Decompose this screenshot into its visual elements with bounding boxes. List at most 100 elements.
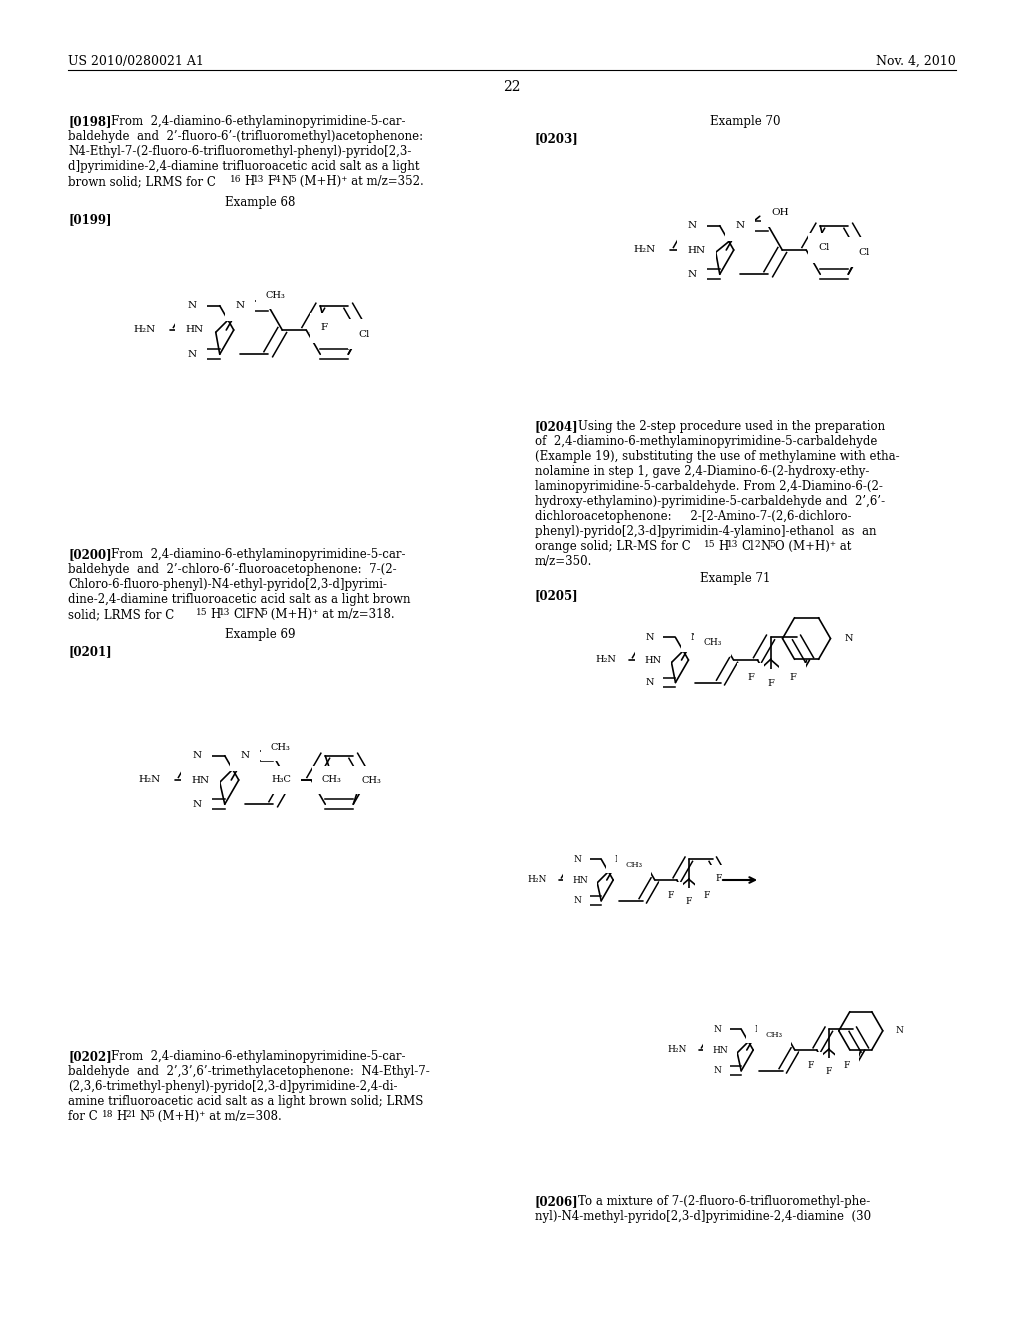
Text: of  2,4-diamino-6-methylaminopyrimidine-5-carbaldehyde: of 2,4-diamino-6-methylaminopyrimidine-5… (535, 436, 878, 447)
Text: H: H (718, 540, 728, 553)
Text: H₂N: H₂N (596, 656, 616, 664)
Text: H₂N: H₂N (527, 875, 547, 884)
Text: [0201]: [0201] (68, 645, 112, 657)
Text: N: N (845, 634, 853, 643)
Text: N: N (645, 678, 653, 686)
Text: HN: HN (644, 656, 662, 665)
Text: N: N (735, 222, 744, 230)
Text: [0205]: [0205] (535, 589, 579, 602)
Text: 16: 16 (230, 176, 242, 183)
Text: d]pyrimidine-2,4-diamine trifluoroacetic acid salt as a light: d]pyrimidine-2,4-diamine trifluoroacetic… (68, 160, 420, 173)
Text: CH₃: CH₃ (270, 743, 291, 752)
Text: [0202]: [0202] (68, 1049, 112, 1063)
Text: Cl: Cl (741, 540, 754, 553)
Text: N: N (193, 800, 202, 809)
Text: N: N (187, 350, 197, 359)
Text: F: F (686, 896, 692, 906)
Text: 15: 15 (196, 609, 208, 616)
Text: From  2,4-diamino-6-ethylaminopyrimidine-5-car-: From 2,4-diamino-6-ethylaminopyrimidine-… (111, 548, 406, 561)
Text: HN: HN (191, 776, 210, 785)
Text: CH₃: CH₃ (765, 1031, 782, 1039)
Text: (M+H)⁺ at m/z=352.: (M+H)⁺ at m/z=352. (296, 176, 424, 187)
Text: 13: 13 (253, 176, 264, 183)
Text: Example 68: Example 68 (225, 195, 295, 209)
Text: 22: 22 (503, 81, 521, 94)
Text: baldehyde  and  2’-chloro-6’-fluoroacetophenone:  7-(2-: baldehyde and 2’-chloro-6’-fluoroacetoph… (68, 564, 396, 576)
Text: [0204]: [0204] (535, 420, 579, 433)
Text: OH: OH (772, 207, 790, 216)
Text: CH₃: CH₃ (703, 638, 722, 647)
Text: 13: 13 (219, 609, 230, 616)
Text: N: N (187, 301, 197, 310)
Text: baldehyde  and  2’-fluoro-6’-(trifluoromethyl)acetophenone:: baldehyde and 2’-fluoro-6’-(trifluoromet… (68, 129, 423, 143)
Text: Chloro-6-fluoro-phenyl)-N4-ethyl-pyrido[2,3-d]pyrimi-: Chloro-6-fluoro-phenyl)-N4-ethyl-pyrido[… (68, 578, 387, 591)
Text: Cl: Cl (818, 243, 829, 252)
Text: 4: 4 (275, 176, 281, 183)
Text: F: F (790, 673, 796, 682)
Text: N: N (573, 855, 582, 863)
Text: F: F (767, 678, 774, 688)
Text: F: F (808, 1061, 814, 1069)
Text: N: N (755, 1024, 763, 1034)
Text: N: N (687, 269, 696, 279)
Text: F: F (716, 874, 722, 883)
Text: N: N (139, 1110, 150, 1123)
Text: 5: 5 (148, 1110, 154, 1119)
Text: N: N (896, 1026, 903, 1035)
Text: solid; LRMS for C: solid; LRMS for C (68, 609, 174, 620)
Text: orange solid; LR-MS for C: orange solid; LR-MS for C (535, 540, 691, 553)
Text: N: N (281, 176, 291, 187)
Text: F: F (844, 1061, 850, 1069)
Text: N: N (193, 751, 202, 760)
Text: H₂N: H₂N (138, 776, 161, 784)
Text: nyl)-N4-methyl-pyrido[2,3-d]pyrimidine-2,4-diamine  (30: nyl)-N4-methyl-pyrido[2,3-d]pyrimidine-2… (535, 1210, 871, 1224)
Text: From  2,4-diamino-6-ethylaminopyrimidine-5-car-: From 2,4-diamino-6-ethylaminopyrimidine-… (111, 115, 406, 128)
Text: Using the 2-step procedure used in the preparation: Using the 2-step procedure used in the p… (578, 420, 885, 433)
Text: CH₃: CH₃ (266, 290, 286, 300)
Text: 5: 5 (290, 176, 296, 183)
Text: N: N (236, 301, 245, 310)
Text: [0198]: [0198] (68, 115, 112, 128)
Text: US 2010/0280021 A1: US 2010/0280021 A1 (68, 55, 204, 69)
Text: laminopyrimidine-5-carbaldehyde. From 2,4-Diamino-6-(2-: laminopyrimidine-5-carbaldehyde. From 2,… (535, 480, 883, 492)
Text: H: H (116, 1110, 126, 1123)
Text: baldehyde  and  2’,3’,6’-trimethylacetophenone:  N4-Ethyl-7-: baldehyde and 2’,3’,6’-trimethylacetophe… (68, 1065, 430, 1078)
Text: Example 70: Example 70 (710, 115, 780, 128)
Text: brown solid; LRMS for C: brown solid; LRMS for C (68, 176, 216, 187)
Text: 18: 18 (102, 1110, 114, 1119)
Text: Example 69: Example 69 (225, 628, 296, 642)
Text: dichloroacetophenone:     2-[2-Amino-7-(2,6-dichloro-: dichloroacetophenone: 2-[2-Amino-7-(2,6-… (535, 510, 852, 523)
Text: Cl: Cl (858, 248, 869, 257)
Text: for C: for C (68, 1110, 97, 1123)
Text: 15: 15 (705, 540, 716, 549)
Text: F: F (668, 891, 674, 900)
Text: ClFN: ClFN (233, 609, 264, 620)
Text: F: F (321, 323, 328, 333)
Text: nolamine in step 1, gave 2,4-Diamino-6-(2-hydroxy-ethy-: nolamine in step 1, gave 2,4-Diamino-6-(… (535, 465, 869, 478)
Text: Nov. 4, 2010: Nov. 4, 2010 (877, 55, 956, 69)
Text: N: N (714, 1024, 721, 1034)
Text: N: N (614, 855, 623, 863)
Text: O (M+H)⁺ at: O (M+H)⁺ at (775, 540, 851, 553)
Text: m/z=350.: m/z=350. (535, 554, 592, 568)
Text: N: N (690, 634, 698, 642)
Text: HN: HN (185, 325, 204, 334)
Text: hydroxy-ethylamino)-pyrimidine-5-carbaldehyde and  2’,6’-: hydroxy-ethylamino)-pyrimidine-5-carbald… (535, 495, 885, 508)
Text: HN: HN (688, 246, 706, 255)
Text: 21: 21 (125, 1110, 136, 1119)
Text: F: F (748, 673, 754, 682)
Text: H₂N: H₂N (668, 1045, 687, 1055)
Text: 2: 2 (754, 540, 760, 549)
Text: HN: HN (572, 876, 588, 886)
Text: Example 71: Example 71 (700, 572, 770, 585)
Text: Cl: Cl (358, 330, 370, 339)
Text: N: N (241, 751, 250, 760)
Text: To a mixture of 7-(2-fluoro-6-trifluoromethyl-phe-: To a mixture of 7-(2-fluoro-6-trifluorom… (578, 1195, 870, 1208)
Text: H₃C: H₃C (271, 776, 291, 784)
Text: phenyl)-pyrido[2,3-d]pyrimidin-4-ylamino]-ethanol  as  an: phenyl)-pyrido[2,3-d]pyrimidin-4-ylamino… (535, 525, 877, 539)
Text: From  2,4-diamino-6-ethylaminopyrimidine-5-car-: From 2,4-diamino-6-ethylaminopyrimidine-… (111, 1049, 406, 1063)
Text: [0200]: [0200] (68, 548, 112, 561)
Text: H₂N: H₂N (634, 246, 655, 255)
Text: [0206]: [0206] (535, 1195, 579, 1208)
Text: (M+H)⁺ at m/z=318.: (M+H)⁺ at m/z=318. (267, 609, 394, 620)
